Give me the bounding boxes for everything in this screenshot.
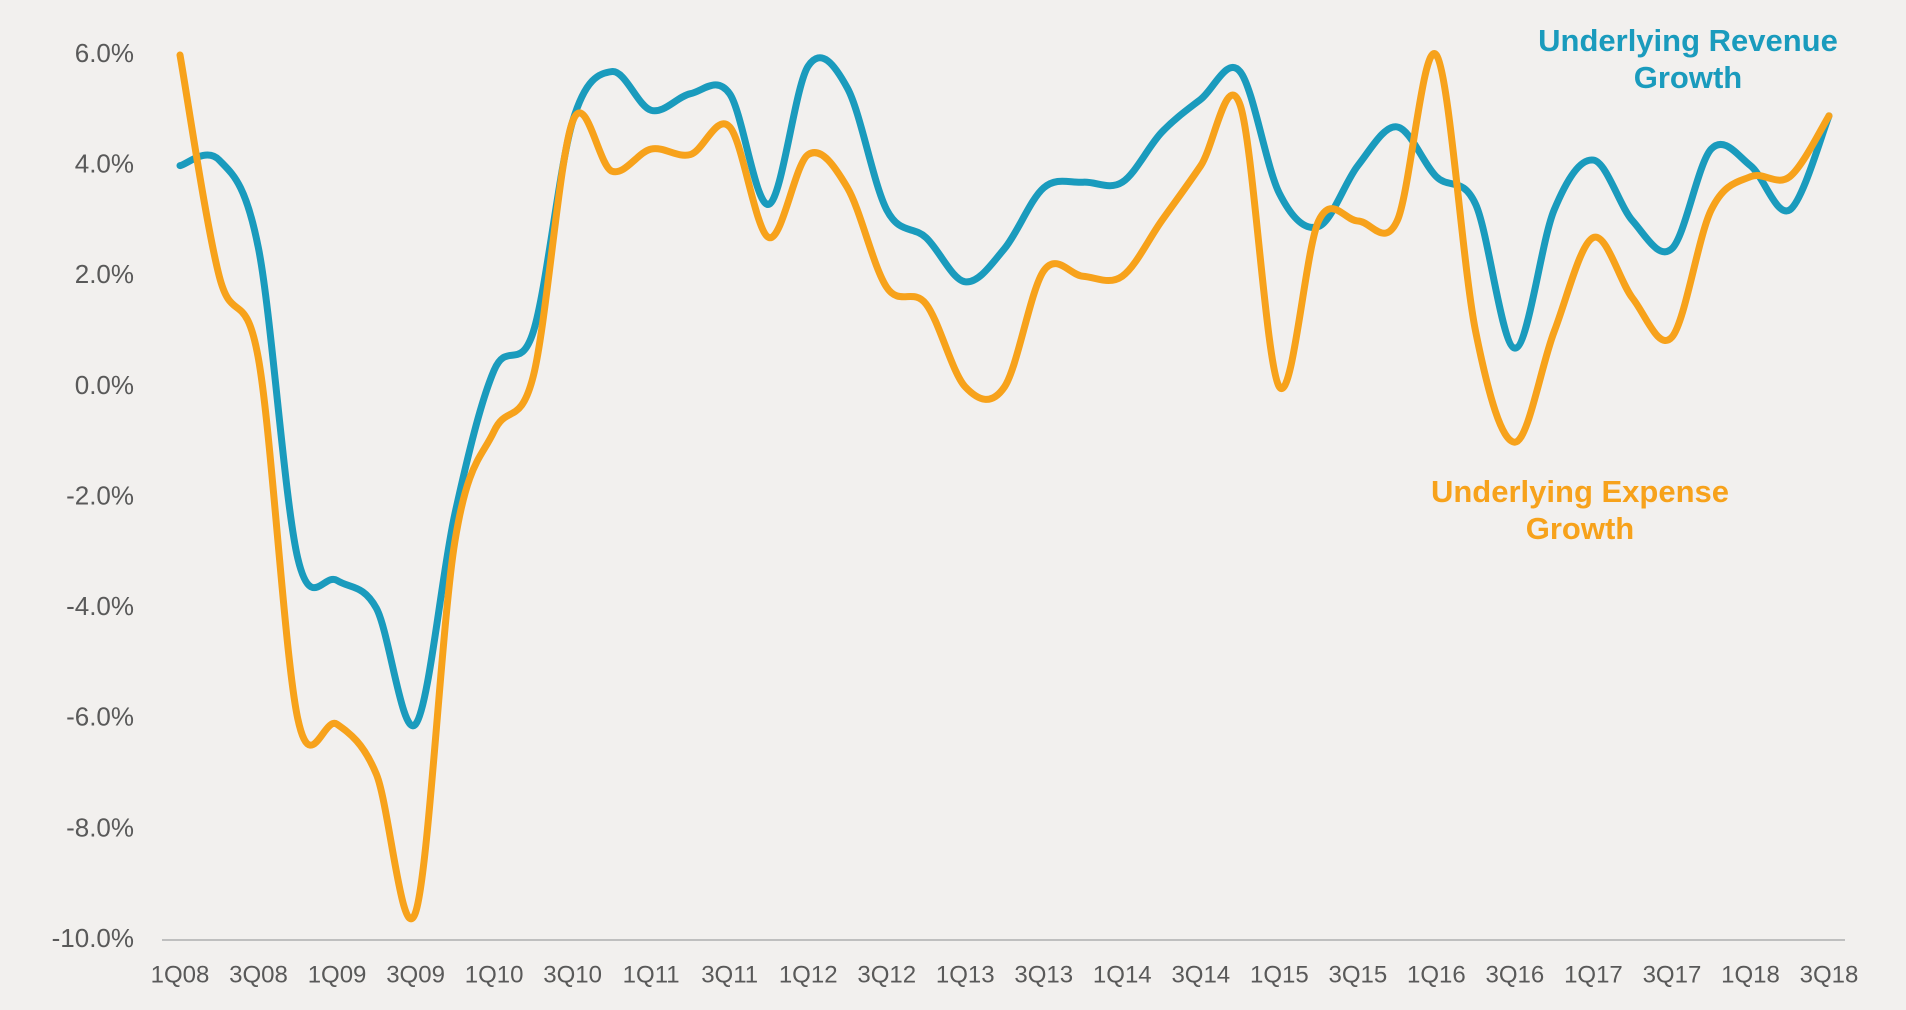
series-label: Underlying Revenue Growth bbox=[1538, 23, 1838, 95]
series-line bbox=[176, 54, 1833, 730]
x-tick-label: 3Q10 bbox=[543, 961, 602, 988]
y-tick-label: 6.0% bbox=[75, 38, 134, 68]
x-tick-label: 1Q15 bbox=[1250, 961, 1309, 988]
series-label: Underlying Expense Growth bbox=[1430, 474, 1730, 546]
x-tick-label: 3Q13 bbox=[1014, 961, 1073, 988]
y-tick-label: -10.0% bbox=[52, 923, 134, 953]
x-tick-label: 3Q11 bbox=[701, 961, 758, 988]
x-tick-label: 1Q09 bbox=[308, 961, 367, 988]
x-tick-label: 3Q12 bbox=[857, 961, 916, 988]
series-line bbox=[176, 50, 1833, 923]
x-tick-label: 3Q18 bbox=[1800, 961, 1859, 988]
x-tick-label: 1Q17 bbox=[1564, 961, 1623, 988]
x-tick-label: 1Q08 bbox=[151, 961, 210, 988]
x-tick-label: 1Q13 bbox=[936, 961, 995, 988]
x-tick-label: 1Q14 bbox=[1093, 961, 1152, 988]
y-tick-label: 2.0% bbox=[75, 259, 134, 289]
y-tick-label: -2.0% bbox=[66, 480, 134, 510]
x-tick-label: 1Q16 bbox=[1407, 961, 1466, 988]
x-tick-label: 3Q09 bbox=[386, 961, 445, 988]
x-tick-label: 1Q11 bbox=[623, 961, 680, 988]
x-tick-label: 1Q18 bbox=[1721, 961, 1780, 988]
x-tick-label: 3Q16 bbox=[1486, 961, 1545, 988]
y-tick-label: -4.0% bbox=[66, 591, 134, 621]
y-tick-label: 0.0% bbox=[75, 370, 134, 400]
x-tick-label: 3Q15 bbox=[1328, 961, 1387, 988]
x-tick-label: 1Q12 bbox=[779, 961, 838, 988]
x-tick-label: 3Q17 bbox=[1643, 961, 1702, 988]
x-tick-label: 3Q14 bbox=[1171, 961, 1230, 988]
y-tick-label: -8.0% bbox=[66, 812, 134, 842]
x-tick-label: 3Q08 bbox=[229, 961, 288, 988]
y-tick-label: -6.0% bbox=[66, 702, 134, 732]
x-tick-label: 1Q10 bbox=[465, 961, 524, 988]
y-tick-label: 4.0% bbox=[75, 149, 134, 179]
